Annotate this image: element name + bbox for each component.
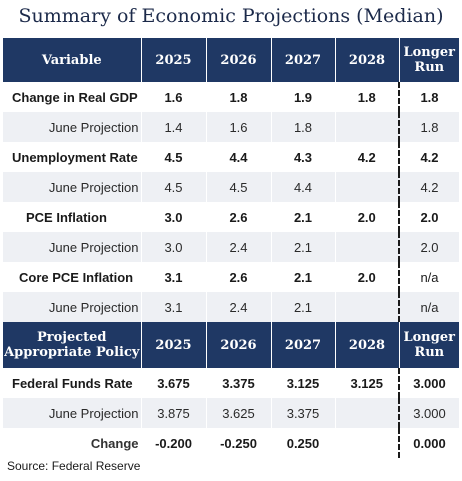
cell: 3.0: [140, 232, 206, 262]
cell: [334, 292, 399, 322]
table-row: Change in Real GDP 1.6 1.8 1.9 1.8 1.8: [3, 82, 459, 112]
cell: 1.8: [334, 82, 399, 112]
cell-longer-run: 2.0: [398, 202, 459, 232]
cell: 1.6: [140, 82, 206, 112]
column-header-year: 2025: [140, 38, 206, 82]
column-header-year: 2027: [270, 38, 335, 82]
cell-longer-run: n/a: [398, 292, 459, 322]
table-row: June Projection 3.0 2.4 2.1 2.0: [3, 232, 459, 262]
cell: 2.6: [205, 262, 271, 292]
projections-table: Variable 2025 2026 2027 2028 Longer Run …: [3, 38, 459, 458]
policy-header-row: Projected Appropriate Policy 2025 2026 2…: [3, 322, 459, 368]
cell: 2.1: [270, 292, 335, 322]
cell: 3.375: [270, 398, 335, 428]
cell: 2.0: [334, 202, 399, 232]
cell-longer-run: 4.2: [398, 172, 459, 202]
cell: [334, 398, 399, 428]
column-header-year: 2026: [205, 38, 271, 82]
cell: 1.6: [205, 112, 271, 142]
cell: 3.675: [140, 368, 206, 398]
cell: 3.125: [334, 368, 399, 398]
cell: 1.9: [270, 82, 335, 112]
cell-longer-run: 3.000: [398, 398, 459, 428]
cell: 4.5: [140, 142, 206, 172]
column-header-policy: Projected Appropriate Policy: [3, 322, 141, 368]
cell: 1.8: [205, 82, 271, 112]
table-row: PCE Inflation 3.0 2.6 2.1 2.0 2.0: [3, 202, 459, 232]
cell: 4.5: [205, 172, 271, 202]
cell: 3.375: [205, 368, 271, 398]
cell-longer-run: 3.000: [398, 368, 459, 398]
cell: 2.6: [205, 202, 271, 232]
table-row: June Projection 3.875 3.625 3.375 3.000: [3, 398, 459, 428]
cell: 2.4: [205, 232, 271, 262]
cell: 3.875: [140, 398, 206, 428]
cell: 3.1: [140, 292, 206, 322]
cell: 3.125: [270, 368, 335, 398]
row-label: Change: [90, 435, 139, 451]
cell: 4.3: [270, 142, 335, 172]
cell-longer-run: 1.8: [398, 112, 459, 142]
cell: 4.4: [270, 172, 335, 202]
cell: 2.0: [334, 262, 399, 292]
header-row: Variable 2025 2026 2027 2028 Longer Run: [3, 38, 459, 82]
column-header-year: 2025: [140, 322, 206, 368]
row-label: PCE Inflation: [26, 209, 107, 225]
column-header-year: 2028: [334, 38, 399, 82]
cell-longer-run: 2.0: [398, 232, 459, 262]
table-row: Unemployment Rate 4.5 4.4 4.3 4.2 4.2: [3, 142, 459, 172]
table-row: Change -0.200 -0.250 0.250 0.000: [3, 428, 459, 458]
cell: 2.1: [270, 232, 335, 262]
cell: 4.2: [334, 142, 399, 172]
row-label: June Projection: [3, 292, 141, 322]
cell: [334, 172, 399, 202]
cell: 2.4: [205, 292, 271, 322]
table-row: June Projection 3.1 2.4 2.1 n/a: [3, 292, 459, 322]
column-header-longer-run: Longer Run: [398, 322, 459, 368]
cell: 3.0: [140, 202, 206, 232]
row-label: Core PCE Inflation: [19, 269, 134, 285]
cell-longer-run: 4.2: [398, 142, 459, 172]
cell: 3.1: [140, 262, 206, 292]
cell: [334, 112, 399, 142]
cell: 4.4: [205, 142, 271, 172]
table-row: Federal Funds Rate 3.675 3.375 3.125 3.1…: [3, 368, 459, 398]
row-label: June Projection: [3, 112, 141, 142]
source-note: Source: Federal Reserve: [7, 459, 141, 473]
cell: 3.625: [205, 398, 271, 428]
cell: -0.250: [205, 428, 271, 458]
row-label: Unemployment Rate: [12, 149, 138, 165]
cell-longer-run: 0.000: [398, 428, 459, 458]
page-title: Summary of Economic Projections (Median): [18, 5, 444, 27]
cell: 4.5: [140, 172, 206, 202]
row-label: June Projection: [3, 232, 141, 262]
table-row: June Projection 4.5 4.5 4.4 4.2: [3, 172, 459, 202]
column-header-variable: Variable: [3, 38, 141, 82]
column-header-year: 2027: [270, 322, 335, 368]
row-label: June Projection: [3, 172, 141, 202]
row-label: Change in Real GDP: [12, 89, 138, 105]
cell-longer-run: 1.8: [398, 82, 459, 112]
cell: [334, 428, 399, 458]
table-row: Core PCE Inflation 3.1 2.6 2.1 2.0 n/a: [3, 262, 459, 292]
cell: [334, 232, 399, 262]
row-label: June Projection: [3, 398, 141, 428]
column-header-longer-run: Longer Run: [398, 38, 459, 82]
cell: -0.200: [140, 428, 206, 458]
cell: 2.1: [270, 202, 335, 232]
row-label: Federal Funds Rate: [12, 375, 133, 391]
table-row: June Projection 1.4 1.6 1.8 1.8: [3, 112, 459, 142]
column-header-year: 2028: [334, 322, 399, 368]
cell-longer-run: n/a: [398, 262, 459, 292]
cell: 2.1: [270, 262, 335, 292]
cell: 1.4: [140, 112, 206, 142]
column-header-year: 2026: [205, 322, 271, 368]
cell: 0.250: [270, 428, 335, 458]
cell: 1.8: [270, 112, 335, 142]
